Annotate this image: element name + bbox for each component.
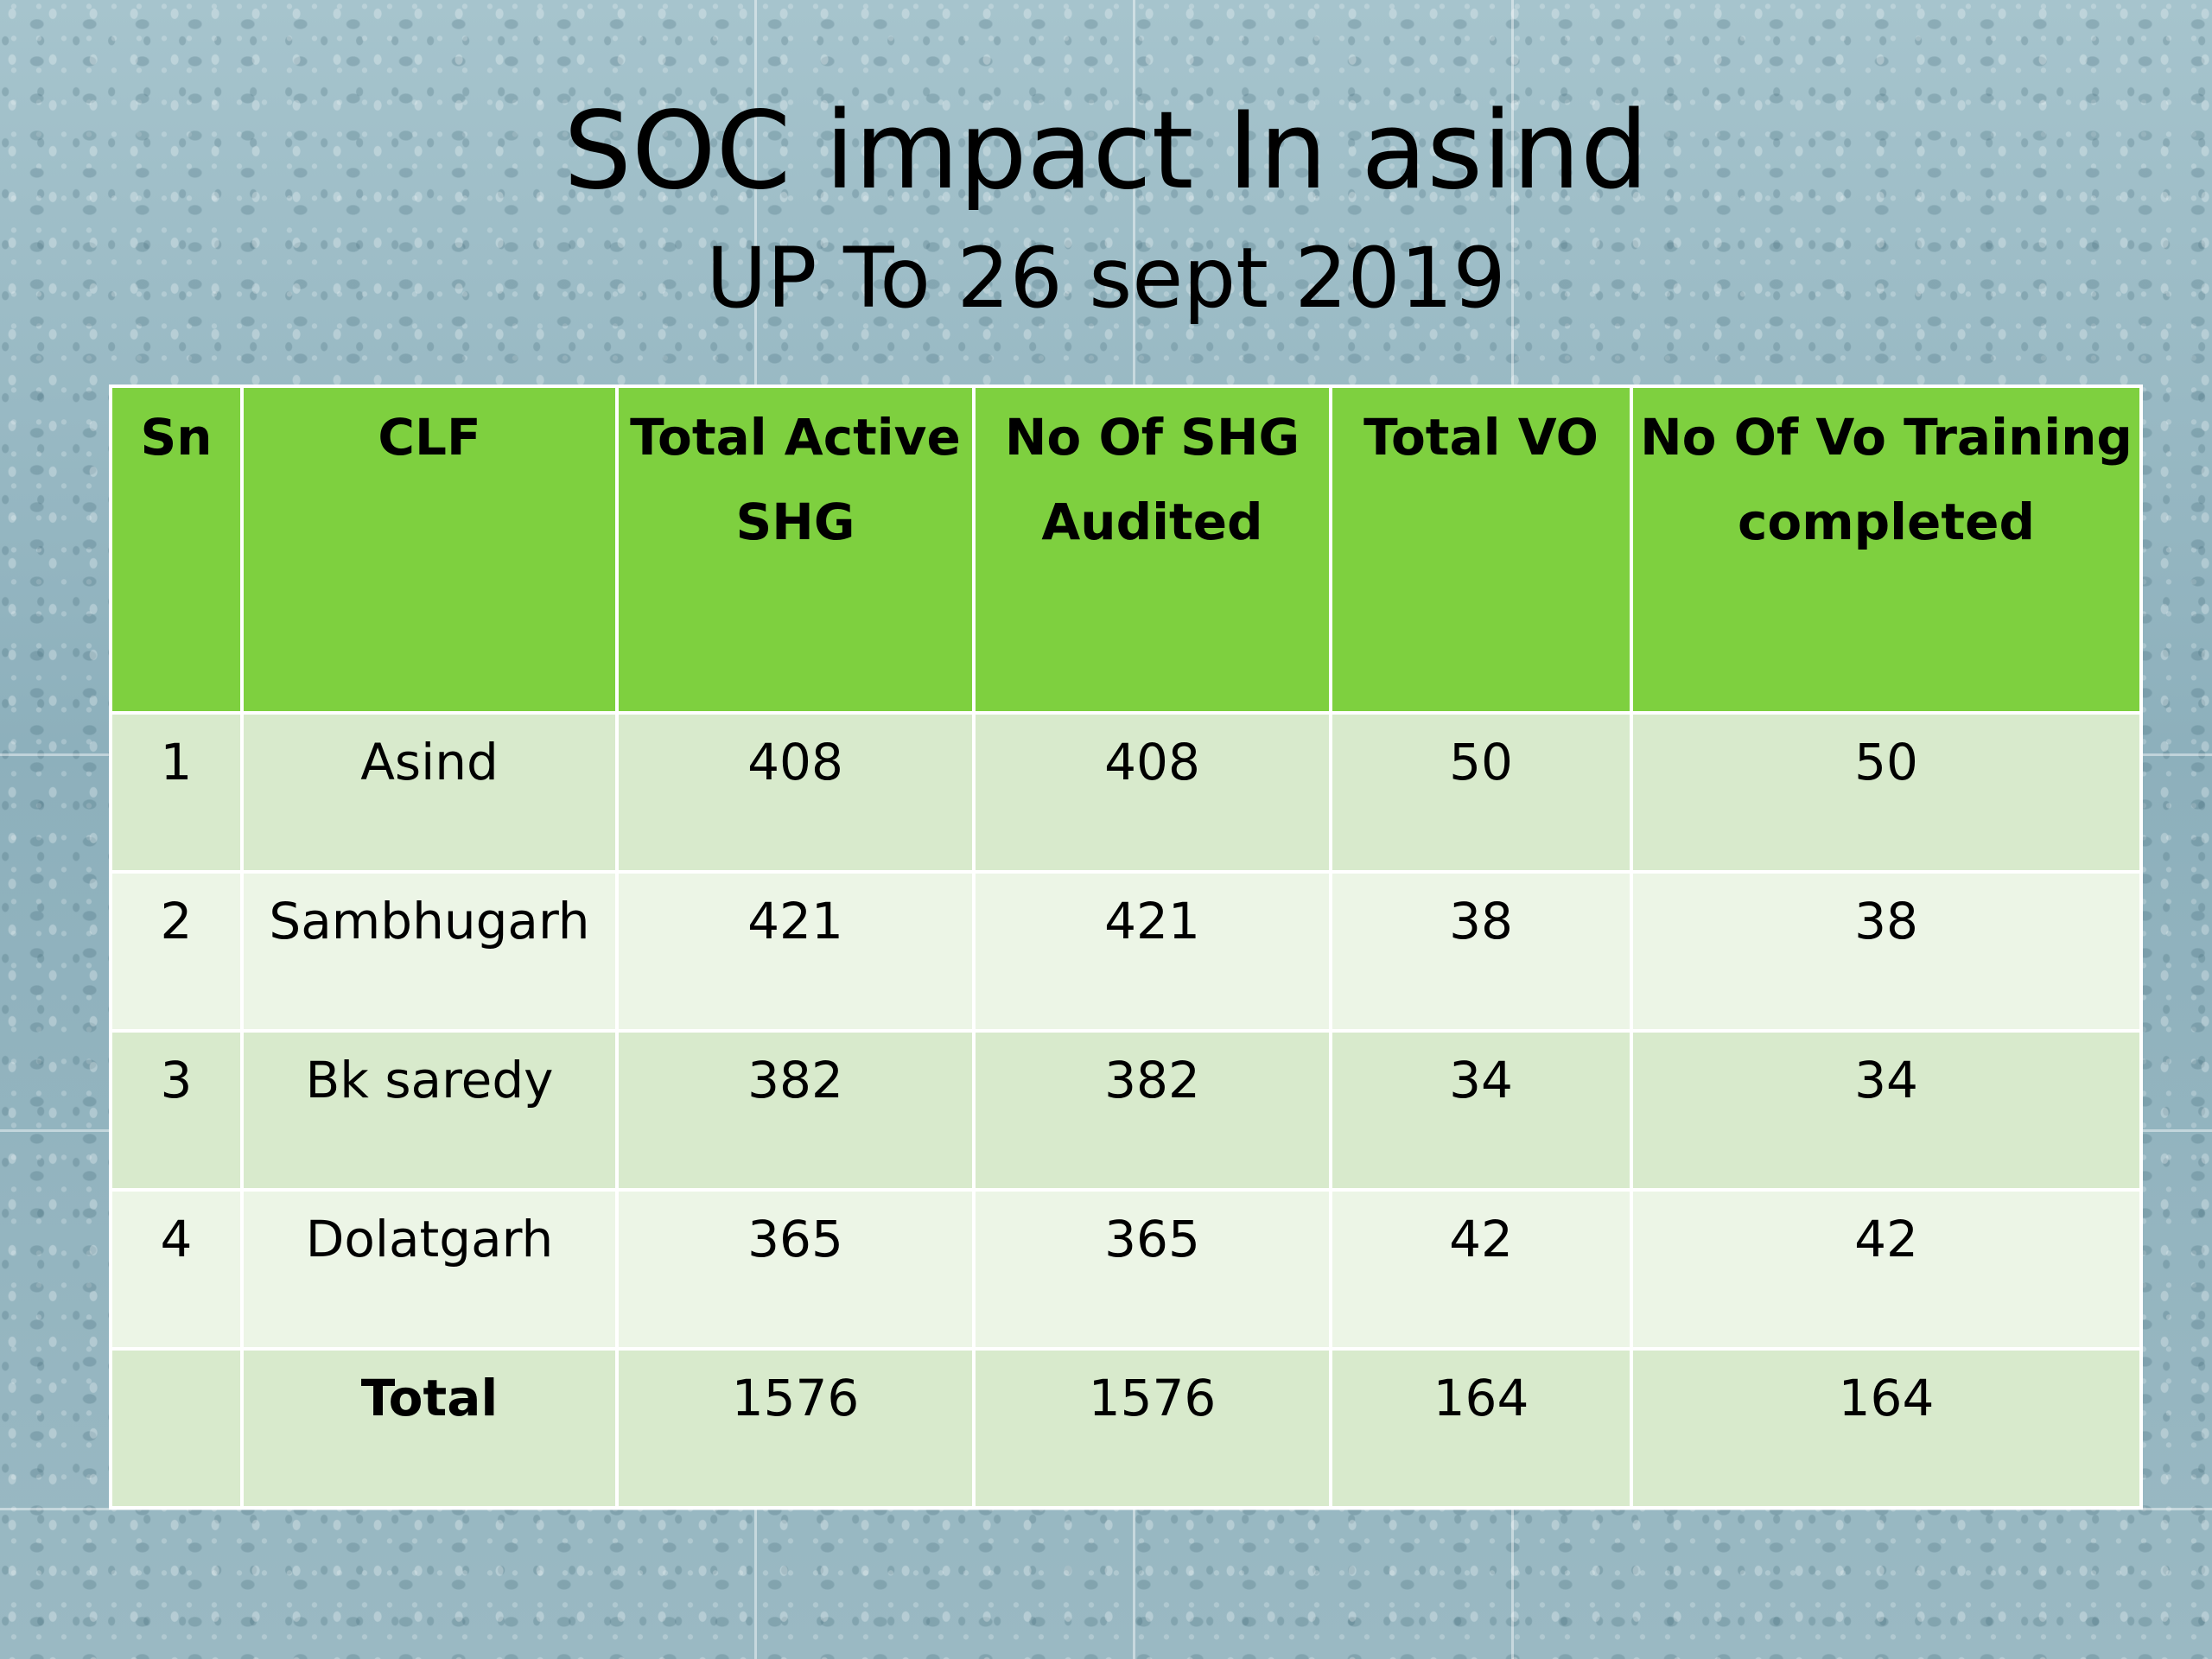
cell-total-vo: 42 — [1329, 1188, 1633, 1351]
cell-clf: Asind — [240, 711, 619, 874]
cell-total-vo: 50 — [1329, 711, 1633, 874]
table-row: 4 Dolatgarh 365 365 42 42 — [109, 1188, 2143, 1351]
cell-clf: Bk saredy — [240, 1029, 619, 1192]
cell-shg-audited: 382 — [972, 1029, 1332, 1192]
table-row: 1 Asind 408 408 50 50 — [109, 711, 2143, 874]
column-header-total-vo: Total VO — [1329, 385, 1633, 715]
cell-total-active-shg: 1576 — [615, 1347, 976, 1510]
table-header-row: Sn CLF Total Active SHG No Of SHG Audite… — [109, 385, 2143, 715]
slide-subtitle: UP To 26 sept 2019 — [706, 230, 1506, 327]
cell-sn: 4 — [109, 1188, 244, 1351]
soc-impact-table: Sn CLF Total Active SHG No Of SHG Audite… — [109, 385, 2143, 1510]
cell-total-vo: 34 — [1329, 1029, 1633, 1192]
cell-sn: 3 — [109, 1029, 244, 1192]
column-header-total-active-shg: Total Active SHG — [615, 385, 976, 715]
cell-sn: 1 — [109, 711, 244, 874]
cell-shg-audited: 1576 — [972, 1347, 1332, 1510]
column-header-clf: CLF — [240, 385, 619, 715]
total-label: Total — [240, 1347, 619, 1510]
cell-shg-audited: 365 — [972, 1188, 1332, 1351]
cell-total-active-shg: 382 — [615, 1029, 976, 1192]
cell-total-active-shg: 408 — [615, 711, 976, 874]
column-header-shg-audited: No Of SHG Audited — [972, 385, 1332, 715]
cell-vo-training-completed: 34 — [1630, 1029, 2143, 1192]
cell-vo-training-completed: 50 — [1630, 711, 2143, 874]
cell-sn — [109, 1347, 244, 1510]
table-total-row: Total 1576 1576 164 164 — [109, 1347, 2143, 1510]
cell-sn: 2 — [109, 870, 244, 1033]
table-row: 2 Sambhugarh 421 421 38 38 — [109, 870, 2143, 1033]
cell-vo-training-completed: 164 — [1630, 1347, 2143, 1510]
column-header-vo-training-completed: No Of Vo Training completed — [1630, 385, 2143, 715]
table-row: 3 Bk saredy 382 382 34 34 — [109, 1029, 2143, 1192]
cell-clf: Dolatgarh — [240, 1188, 619, 1351]
cell-total-vo: 38 — [1329, 870, 1633, 1033]
background-seam — [0, 1508, 2212, 1510]
cell-total-active-shg: 421 — [615, 870, 976, 1033]
cell-total-active-shg: 365 — [615, 1188, 976, 1351]
slide-title: SOC impact In asind — [563, 89, 1649, 213]
cell-vo-training-completed: 38 — [1630, 870, 2143, 1033]
cell-shg-audited: 408 — [972, 711, 1332, 874]
column-header-sn: Sn — [109, 385, 244, 715]
cell-vo-training-completed: 42 — [1630, 1188, 2143, 1351]
cell-shg-audited: 421 — [972, 870, 1332, 1033]
cell-total-vo: 164 — [1329, 1347, 1633, 1510]
cell-clf: Sambhugarh — [240, 870, 619, 1033]
